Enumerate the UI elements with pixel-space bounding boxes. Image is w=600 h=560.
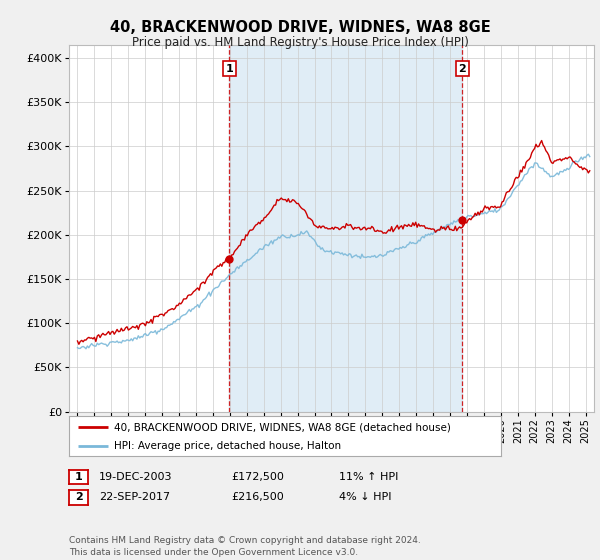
Text: 11% ↑ HPI: 11% ↑ HPI: [339, 472, 398, 482]
Text: Price paid vs. HM Land Registry's House Price Index (HPI): Price paid vs. HM Land Registry's House …: [131, 36, 469, 49]
Text: 2: 2: [75, 492, 82, 502]
Text: £172,500: £172,500: [231, 472, 284, 482]
Text: 2: 2: [458, 64, 466, 74]
Text: HPI: Average price, detached house, Halton: HPI: Average price, detached house, Halt…: [115, 441, 341, 451]
Text: 19-DEC-2003: 19-DEC-2003: [99, 472, 173, 482]
Text: 1: 1: [226, 64, 233, 74]
Text: 1: 1: [75, 472, 82, 482]
Text: 40, BRACKENWOOD DRIVE, WIDNES, WA8 8GE: 40, BRACKENWOOD DRIVE, WIDNES, WA8 8GE: [110, 20, 490, 35]
Text: 40, BRACKENWOOD DRIVE, WIDNES, WA8 8GE (detached house): 40, BRACKENWOOD DRIVE, WIDNES, WA8 8GE (…: [115, 422, 451, 432]
Text: 22-SEP-2017: 22-SEP-2017: [99, 492, 170, 502]
Bar: [229, 45, 462, 412]
Text: 4% ↓ HPI: 4% ↓ HPI: [339, 492, 391, 502]
Text: Contains HM Land Registry data © Crown copyright and database right 2024.
This d: Contains HM Land Registry data © Crown c…: [69, 536, 421, 557]
Text: £216,500: £216,500: [231, 492, 284, 502]
